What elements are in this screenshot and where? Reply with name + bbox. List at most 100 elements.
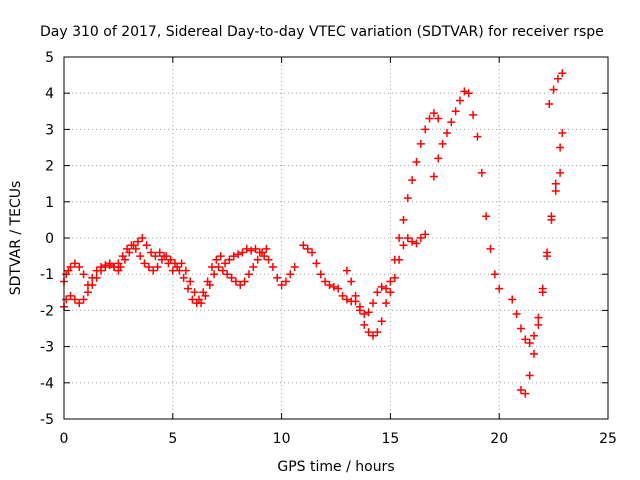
- data-point: [227, 273, 236, 282]
- data-point: [225, 255, 234, 264]
- series-points: [60, 69, 567, 398]
- series-6: [516, 69, 567, 398]
- data-point: [512, 310, 521, 319]
- data-point: [79, 295, 88, 304]
- data-point: [229, 252, 238, 261]
- data-point: [79, 270, 88, 279]
- data-point: [190, 288, 199, 297]
- data-point: [438, 139, 447, 148]
- data-point: [486, 244, 495, 253]
- data-point: [223, 270, 232, 279]
- data-point: [127, 241, 136, 250]
- data-point: [138, 234, 147, 242]
- data-point: [131, 244, 140, 253]
- data-point: [149, 266, 158, 275]
- x-tick-label: 5: [168, 431, 177, 447]
- data-point: [543, 252, 552, 261]
- data-point: [186, 277, 195, 286]
- y-tick-label: 5: [45, 50, 54, 66]
- data-point: [244, 270, 253, 279]
- data-point: [238, 248, 247, 257]
- y-tick-label: 4: [45, 86, 54, 102]
- plot-frame: [63, 56, 609, 420]
- data-point: [236, 281, 245, 290]
- data-point: [425, 114, 434, 123]
- data-point: [412, 157, 421, 166]
- series-0: [60, 234, 299, 304]
- data-point: [329, 282, 338, 291]
- data-point: [221, 259, 230, 268]
- series-3: [342, 109, 443, 340]
- y-tick-label: 1: [45, 195, 54, 211]
- y-tick-label: 3: [45, 122, 54, 138]
- data-point: [262, 244, 271, 253]
- data-point: [321, 277, 330, 286]
- data-point: [234, 250, 243, 259]
- data-point: [429, 172, 438, 181]
- data-point: [88, 281, 97, 290]
- data-point: [216, 252, 225, 261]
- data-point: [155, 248, 164, 257]
- data-point: [277, 281, 286, 290]
- x-tick-label: 0: [60, 431, 69, 447]
- data-point: [264, 255, 273, 264]
- data-point: [368, 299, 377, 308]
- data-point: [456, 96, 465, 105]
- data-point: [136, 252, 145, 261]
- data-point: [442, 129, 451, 138]
- data-point: [101, 262, 110, 271]
- data-point: [412, 239, 421, 248]
- data-point: [70, 259, 79, 268]
- data-point: [316, 270, 325, 279]
- data-point: [147, 248, 156, 257]
- grid: [64, 57, 608, 419]
- data-point: [434, 114, 443, 123]
- series-1: [60, 241, 271, 311]
- data-point: [144, 262, 153, 271]
- data-point: [334, 284, 343, 293]
- data-point: [551, 186, 560, 195]
- data-point: [429, 109, 438, 118]
- data-point: [495, 284, 504, 293]
- data-point: [290, 262, 299, 271]
- data-point: [558, 129, 567, 138]
- data-point: [516, 324, 525, 333]
- data-point: [360, 310, 369, 319]
- data-point: [70, 295, 79, 304]
- data-point: [240, 277, 249, 286]
- series-2: [299, 230, 430, 319]
- data-point: [179, 273, 188, 282]
- data-point: [390, 273, 399, 282]
- data-point: [434, 154, 443, 163]
- data-point: [114, 259, 123, 268]
- data-point: [377, 282, 386, 291]
- data-point: [447, 118, 456, 127]
- data-point: [273, 273, 282, 282]
- data-point: [308, 248, 317, 257]
- data-point: [142, 241, 151, 250]
- data-point: [530, 331, 539, 340]
- data-point: [516, 386, 525, 395]
- data-point: [360, 320, 369, 329]
- data-point: [249, 262, 258, 271]
- data-point: [251, 244, 260, 253]
- data-point: [247, 246, 256, 255]
- data-point: [214, 262, 223, 271]
- data-point: [451, 107, 460, 116]
- series-5: [508, 168, 565, 347]
- data-point: [534, 320, 543, 329]
- data-point: [162, 252, 171, 261]
- data-point: [545, 100, 554, 109]
- data-point: [347, 277, 356, 286]
- data-point: [96, 266, 105, 275]
- data-point: [390, 255, 399, 264]
- data-point: [133, 237, 142, 246]
- data-point: [408, 176, 417, 185]
- data-point: [482, 212, 491, 221]
- data-point: [556, 168, 565, 177]
- data-point: [123, 244, 132, 253]
- data-point: [338, 291, 347, 300]
- data-point: [525, 338, 534, 347]
- data-point: [105, 261, 114, 270]
- data-point: [342, 266, 351, 275]
